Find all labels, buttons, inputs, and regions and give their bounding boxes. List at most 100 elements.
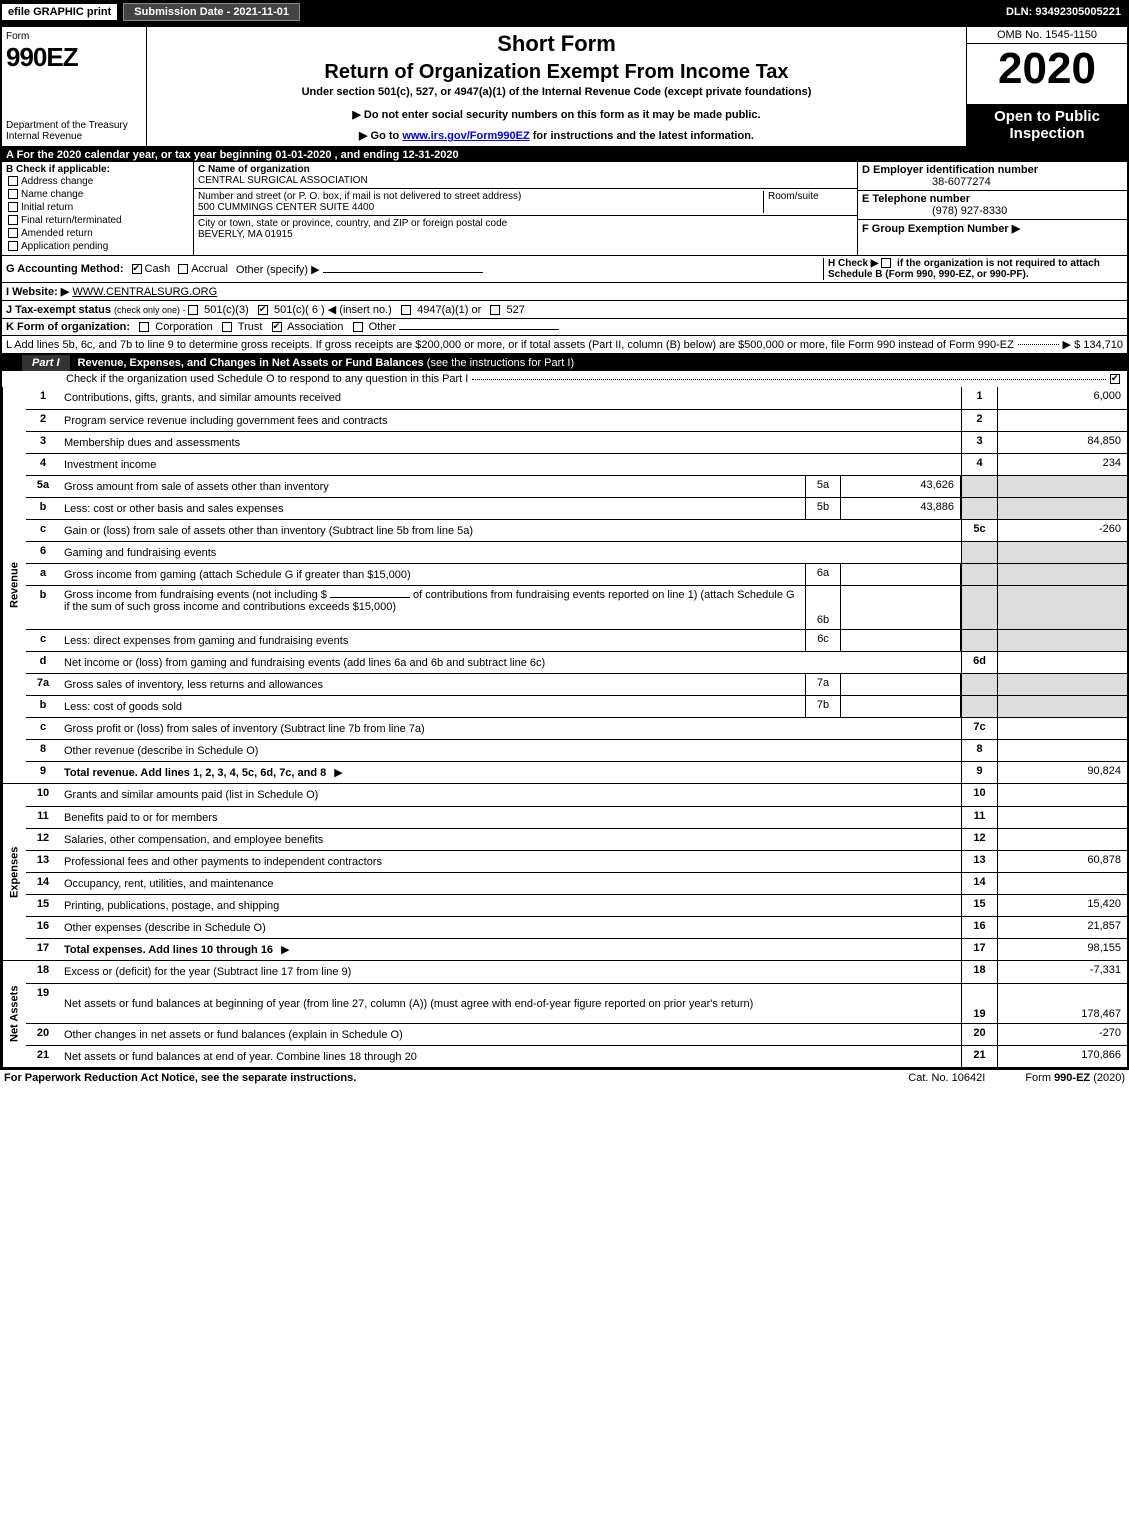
chk-other-org[interactable] <box>353 322 363 332</box>
footer-catno: Cat. No. 10642I <box>868 1072 1025 1084</box>
chk-schedule-o[interactable] <box>1110 374 1120 384</box>
part-1-check-line: Check if the organization used Schedule … <box>0 371 1129 387</box>
footer-form-ref: Form 990-EZ (2020) <box>1025 1072 1125 1084</box>
website-link[interactable]: WWW.CENTRALSURG.ORG <box>72 286 217 298</box>
chk-accrual[interactable]: Accrual <box>178 263 228 275</box>
line-l-text: L Add lines 5b, 6c, and 7b to line 9 to … <box>6 339 1014 351</box>
line-value: 15,420 <box>997 895 1127 916</box>
chk-trust[interactable] <box>222 322 232 332</box>
expenses-vlabel: Expenses <box>2 784 26 960</box>
grey-cell <box>997 586 1127 629</box>
tax-exempt-label: J Tax-exempt status <box>6 304 114 316</box>
opt-501c: 501(c)( 6 ) ◀ (insert no.) <box>274 304 392 316</box>
chk-association[interactable] <box>272 322 282 332</box>
fundraising-amount-blank <box>330 597 410 598</box>
line-number: b <box>26 696 60 717</box>
header-mid: Short Form Return of Organization Exempt… <box>147 27 967 146</box>
chk-amended-return[interactable]: Amended return <box>8 227 189 240</box>
table-row: 12 Salaries, other compensation, and emp… <box>26 828 1127 850</box>
revenue-vlabel: Revenue <box>2 387 26 783</box>
line-j: J Tax-exempt status (check only one) - 5… <box>0 300 1129 318</box>
line-l-amount: ▶ $ 134,710 <box>1063 338 1123 351</box>
line-g: G Accounting Method: Cash Accrual Other … <box>6 263 823 276</box>
table-row: 17 Total expenses. Add lines 10 through … <box>26 938 1127 960</box>
line-desc: Other expenses (describe in Schedule O) <box>64 922 266 934</box>
opt-corp: Corporation <box>155 321 212 333</box>
dln-label: DLN: 93492305005221 <box>1006 6 1129 18</box>
chk-name-change[interactable]: Name change <box>8 188 189 201</box>
line-desc: Grants and similar amounts paid (list in… <box>64 789 318 801</box>
line-value <box>997 784 1127 806</box>
chk-4947[interactable] <box>401 305 411 315</box>
sub-line-ref: 7a <box>805 674 841 695</box>
irs-link[interactable]: www.irs.gov/Form990EZ <box>402 130 529 142</box>
table-row: 16 Other expenses (describe in Schedule … <box>26 916 1127 938</box>
line-desc: Total expenses. Add lines 10 through 16 <box>64 944 273 956</box>
line-ref: 4 <box>961 454 997 475</box>
instructions-note: ▶ Go to www.irs.gov/Form990EZ for instru… <box>151 129 962 142</box>
line-k: K Form of organization: Corporation Trus… <box>0 318 1129 336</box>
line-value: 84,850 <box>997 432 1127 453</box>
form-header: Form 990EZ Department of the Treasury In… <box>0 24 1129 148</box>
ein-label: D Employer identification number <box>862 164 1123 176</box>
table-row: d Net income or (loss) from gaming and f… <box>26 651 1127 673</box>
line-desc: Gross profit or (loss) from sales of inv… <box>64 723 425 735</box>
part-1-title-text: Revenue, Expenses, and Changes in Net As… <box>78 357 427 369</box>
chk-other-method[interactable]: Other (specify) ▶ <box>236 263 483 276</box>
line-desc: Membership dues and assessments <box>64 437 240 449</box>
grey-cell <box>961 564 997 585</box>
accrual-label: Accrual <box>191 263 228 275</box>
table-row: 8 Other revenue (describe in Schedule O)… <box>26 739 1127 761</box>
line-ref: 19 <box>961 984 997 1023</box>
ein-value: 38-6077274 <box>862 176 1123 188</box>
line-ref: 12 <box>961 829 997 850</box>
chk-corporation[interactable] <box>139 322 149 332</box>
line-value <box>997 652 1127 673</box>
page-footer: For Paperwork Reduction Act Notice, see … <box>0 1069 1129 1086</box>
line-h: H Check ▶ if the organization is not req… <box>823 258 1123 280</box>
line-desc: Contributions, gifts, grants, and simila… <box>64 392 341 404</box>
chk-cash[interactable]: Cash <box>132 263 171 275</box>
other-label: Other (specify) ▶ <box>236 264 320 276</box>
submission-date-button[interactable]: Submission Date - 2021-11-01 <box>123 3 300 21</box>
table-row: 20 Other changes in net assets or fund b… <box>26 1023 1127 1045</box>
chk-schedule-b[interactable] <box>881 258 891 268</box>
line-ref: 18 <box>961 961 997 983</box>
open-public-badge: Open to Public Inspection <box>967 104 1127 146</box>
chk-application-pending[interactable]: Application pending <box>8 240 189 253</box>
chk-final-return[interactable]: Final return/terminated <box>8 214 189 227</box>
line-desc: Excess or (deficit) for the year (Subtra… <box>64 966 351 978</box>
line-number: 18 <box>26 961 60 983</box>
chk-527[interactable] <box>490 305 500 315</box>
h-prefix: H Check ▶ <box>828 258 881 269</box>
footer-notice: For Paperwork Reduction Act Notice, see … <box>4 1072 868 1084</box>
cash-label: Cash <box>145 263 171 275</box>
line-number: 1 <box>26 387 60 409</box>
omb-number: OMB No. 1545-1150 <box>967 27 1127 44</box>
chk-address-change[interactable]: Address change <box>8 175 189 188</box>
org-name-label: C Name of organization <box>198 164 853 175</box>
dept-irs: Internal Revenue <box>6 131 142 142</box>
sub-line-ref: 5a <box>805 476 841 497</box>
line-number: a <box>26 564 60 585</box>
efile-print-button[interactable]: efile GRAPHIC print <box>0 2 119 22</box>
grey-cell <box>997 498 1127 519</box>
opt-other: Other <box>369 321 397 333</box>
chk-initial-return[interactable]: Initial return <box>8 201 189 214</box>
chk-501c[interactable] <box>258 305 268 315</box>
arrow-icon: ▶ <box>334 766 342 779</box>
line-number: 15 <box>26 895 60 916</box>
sub-line-value <box>841 586 961 629</box>
chk-501c3[interactable] <box>188 305 198 315</box>
table-row: 21 Net assets or fund balances at end of… <box>26 1045 1127 1067</box>
line-value <box>997 410 1127 431</box>
netassets-section: Net Assets 18 Excess or (deficit) for th… <box>0 961 1129 1069</box>
table-row: a Gross income from gaming (attach Sched… <box>26 563 1127 585</box>
line-ref: 16 <box>961 917 997 938</box>
line-number: d <box>26 652 60 673</box>
line-desc: Less: cost or other basis and sales expe… <box>64 503 284 515</box>
line-number: 5a <box>26 476 60 497</box>
line-desc: Net income or (loss) from gaming and fun… <box>64 657 545 669</box>
expenses-section: Expenses 10 Grants and similar amounts p… <box>0 784 1129 961</box>
table-row: 14 Occupancy, rent, utilities, and maint… <box>26 872 1127 894</box>
